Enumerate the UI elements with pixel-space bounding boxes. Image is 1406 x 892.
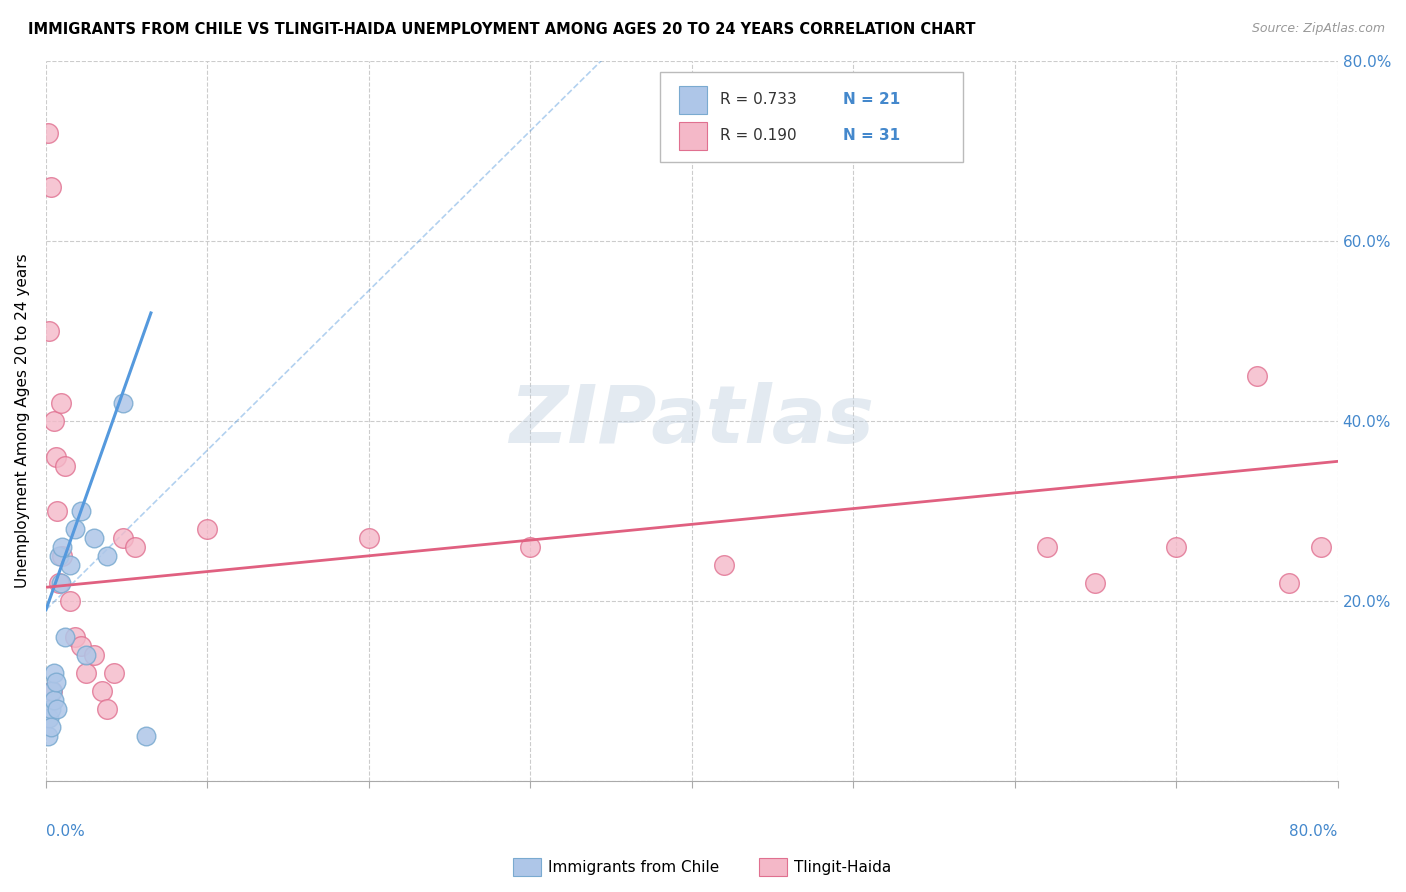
Text: Tlingit-Haida: Tlingit-Haida <box>794 860 891 874</box>
Text: R = 0.190: R = 0.190 <box>720 128 797 144</box>
Point <box>45 450 67 464</box>
Text: N = 31: N = 31 <box>844 128 900 144</box>
Point <box>63 630 86 644</box>
Point <box>63 522 86 536</box>
Bar <box>679 122 707 150</box>
Point <box>83 648 105 662</box>
Point <box>519 540 541 554</box>
Text: IMMIGRANTS FROM CHILE VS TLINGIT-HAIDA UNEMPLOYMENT AMONG AGES 20 TO 24 YEARS CO: IMMIGRANTS FROM CHILE VS TLINGIT-HAIDA U… <box>28 22 976 37</box>
Text: 0.0%: 0.0% <box>46 824 84 838</box>
Point <box>37 729 59 743</box>
Point <box>49 575 72 590</box>
Point <box>48 575 70 590</box>
Point <box>37 126 59 140</box>
Point <box>124 540 146 554</box>
Y-axis label: Unemployment Among Ages 20 to 24 years: Unemployment Among Ages 20 to 24 years <box>15 253 30 588</box>
Point <box>70 504 93 518</box>
Point <box>713 558 735 572</box>
Text: Immigrants from Chile: Immigrants from Chile <box>548 860 720 874</box>
Point <box>1084 575 1107 590</box>
Bar <box>679 87 707 113</box>
Point <box>112 531 135 545</box>
Point <box>51 549 73 563</box>
Point <box>91 683 114 698</box>
Text: 80.0%: 80.0% <box>1289 824 1337 838</box>
Point <box>38 324 60 338</box>
Point <box>75 648 97 662</box>
Point <box>42 414 65 428</box>
Point <box>46 504 69 518</box>
Point <box>59 594 82 608</box>
Point <box>39 180 62 194</box>
Point <box>1166 540 1188 554</box>
Point <box>197 522 219 536</box>
Point <box>96 702 118 716</box>
Point <box>39 720 62 734</box>
Point <box>49 396 72 410</box>
Text: R = 0.733: R = 0.733 <box>720 93 797 108</box>
Point <box>1278 575 1301 590</box>
Point <box>59 558 82 572</box>
Point <box>48 549 70 563</box>
Point <box>45 674 67 689</box>
Point <box>103 665 125 680</box>
Point <box>41 683 63 698</box>
Point <box>41 683 63 698</box>
Point <box>42 692 65 706</box>
Point <box>135 729 157 743</box>
Point <box>357 531 380 545</box>
Point <box>51 540 73 554</box>
Point <box>96 549 118 563</box>
Point <box>1310 540 1333 554</box>
Point <box>1036 540 1059 554</box>
Point <box>75 665 97 680</box>
Point <box>42 665 65 680</box>
FancyBboxPatch shape <box>659 72 963 161</box>
Point <box>1246 368 1268 383</box>
Text: N = 21: N = 21 <box>844 93 900 108</box>
Text: Source: ZipAtlas.com: Source: ZipAtlas.com <box>1251 22 1385 36</box>
Text: ZIPatlas: ZIPatlas <box>509 382 875 460</box>
Point <box>46 702 69 716</box>
Point <box>70 639 93 653</box>
Point <box>39 702 62 716</box>
Point <box>38 711 60 725</box>
Point <box>83 531 105 545</box>
Point <box>53 458 76 473</box>
Point <box>53 630 76 644</box>
Point <box>112 396 135 410</box>
